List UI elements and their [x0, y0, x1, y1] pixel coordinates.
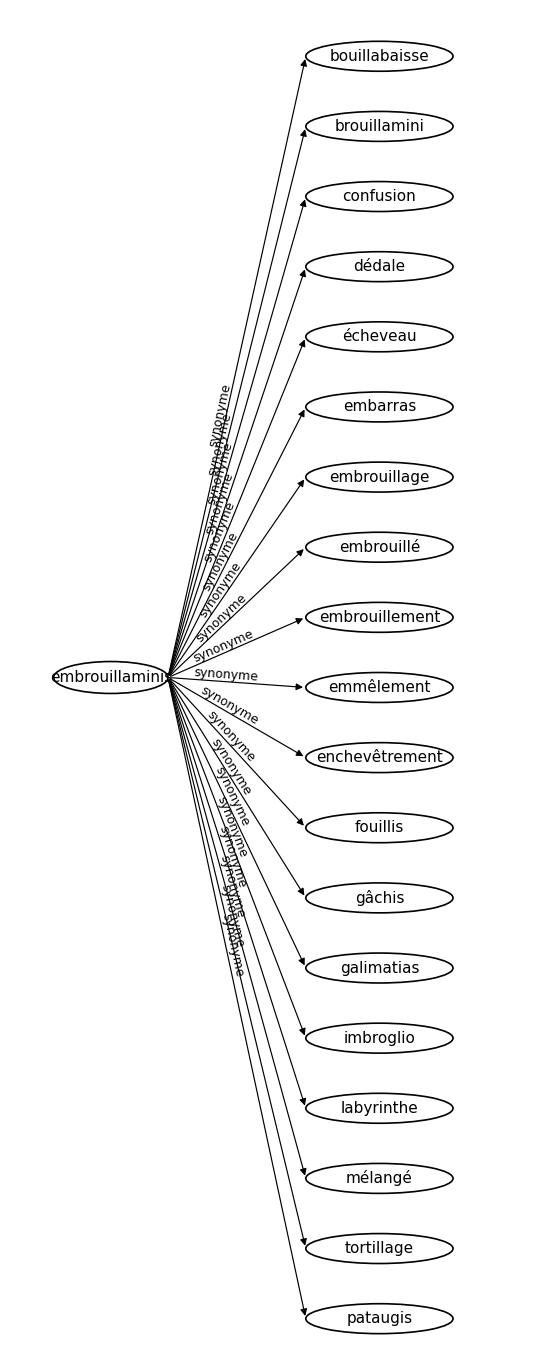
Text: bouillabaisse: bouillabaisse	[330, 49, 429, 64]
Text: synonyme: synonyme	[202, 500, 238, 564]
Text: enchevêtrement: enchevêtrement	[316, 751, 443, 766]
Text: gâchis: gâchis	[355, 890, 404, 906]
Text: synonyme: synonyme	[191, 627, 255, 665]
Text: synonyme: synonyme	[198, 684, 261, 728]
Text: synonyme: synonyme	[217, 854, 247, 919]
Text: synonyme: synonyme	[209, 736, 254, 797]
Text: embrouillage: embrouillage	[329, 470, 430, 485]
Text: galimatias: galimatias	[340, 961, 419, 976]
Text: synonyme: synonyme	[194, 667, 259, 684]
Text: écheveau: écheveau	[342, 329, 417, 344]
Text: embarras: embarras	[343, 400, 416, 415]
Text: embrouillaminis: embrouillaminis	[50, 669, 172, 686]
Text: dédale: dédale	[353, 259, 406, 274]
Text: synonyme: synonyme	[206, 382, 233, 449]
Text: synonyme: synonyme	[200, 530, 241, 592]
Text: mélangé: mélangé	[346, 1171, 413, 1187]
Text: synonyme: synonyme	[205, 412, 234, 477]
Text: fouillis: fouillis	[355, 820, 404, 835]
Text: synonyme: synonyme	[194, 591, 249, 645]
Text: labyrinthe: labyrinthe	[341, 1100, 418, 1115]
Text: synonyme: synonyme	[216, 824, 248, 889]
Text: tortillage: tortillage	[345, 1241, 414, 1256]
Text: synonyme: synonyme	[203, 470, 236, 535]
Text: imbroglio: imbroglio	[343, 1031, 415, 1046]
Text: synonyme: synonyme	[215, 794, 249, 859]
Text: embrouillé: embrouillé	[339, 539, 420, 554]
Text: synonyme: synonyme	[212, 764, 251, 829]
Text: pataugis: pataugis	[346, 1312, 412, 1327]
Text: emmêlement: emmêlement	[328, 680, 431, 695]
Text: synonyme: synonyme	[204, 440, 235, 507]
Text: synonyme: synonyme	[204, 709, 257, 764]
Text: confusion: confusion	[342, 190, 416, 205]
Text: embrouillement: embrouillement	[319, 610, 440, 625]
Text: synonyme: synonyme	[197, 560, 244, 619]
Text: synonyme: synonyme	[218, 883, 246, 948]
Text: synonyme: synonyme	[219, 912, 246, 978]
Text: brouillamini: brouillamini	[334, 119, 424, 134]
